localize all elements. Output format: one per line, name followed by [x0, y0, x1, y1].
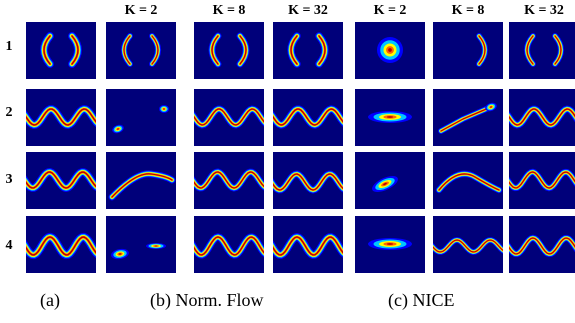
row-label-2: 2: [5, 105, 13, 120]
density-panel-r4-c5: [355, 216, 425, 273]
header-normflow-k8: K = 8: [212, 3, 246, 18]
density-panel-r2-c7: [509, 89, 575, 146]
row-label-4: 4: [5, 238, 13, 253]
caption-c: (c) NICE: [388, 290, 455, 310]
density-panel-r2-c3: [194, 89, 264, 146]
density-panel-r1-c6: [433, 22, 503, 79]
density-panel-r4-c2: [106, 216, 176, 273]
density-panel-r3-c5: [355, 152, 425, 209]
density-panel-r1-c4: [273, 22, 343, 79]
density-panel-r2-c6: [433, 89, 503, 146]
density-panel-r1-c7: [509, 22, 575, 79]
density-panel-r2-c4: [273, 89, 343, 146]
row-label-3: 3: [5, 172, 13, 187]
density-panel-r4-c6: [433, 216, 503, 273]
density-panel-r3-c3: [194, 152, 264, 209]
density-panel-r4-c3: [194, 216, 264, 273]
header-normflow-k32: K = 32: [288, 3, 328, 18]
density-panel-r3-c2: [106, 152, 176, 209]
header-normflow-k2: K = 2: [124, 3, 158, 18]
caption-b: (b) Norm. Flow: [150, 290, 264, 310]
header-nice-k2: K = 2: [373, 3, 407, 18]
density-panel-r3-c4: [273, 152, 343, 209]
density-panel-r4-c7: [509, 216, 575, 273]
density-panel-r3-c7: [509, 152, 575, 209]
density-panel-r4-c4: [273, 216, 343, 273]
density-panel-r1-c1: [26, 22, 96, 79]
density-panel-r4-c1: [26, 216, 96, 273]
header-nice-k8: K = 8: [451, 3, 485, 18]
density-panel-r2-c2: [106, 89, 176, 146]
density-panel-r3-c1: [26, 152, 96, 209]
row-label-1: 1: [5, 39, 13, 54]
density-panel-r2-c1: [26, 89, 96, 146]
density-panel-r3-c6: [433, 152, 503, 209]
density-panel-r1-c3: [194, 22, 264, 79]
density-panel-r2-c5: [355, 89, 425, 146]
density-panel-r1-c5: [355, 22, 425, 79]
caption-a: (a): [40, 290, 60, 310]
header-nice-k32: K = 32: [524, 3, 564, 18]
density-panel-r1-c2: [106, 22, 176, 79]
